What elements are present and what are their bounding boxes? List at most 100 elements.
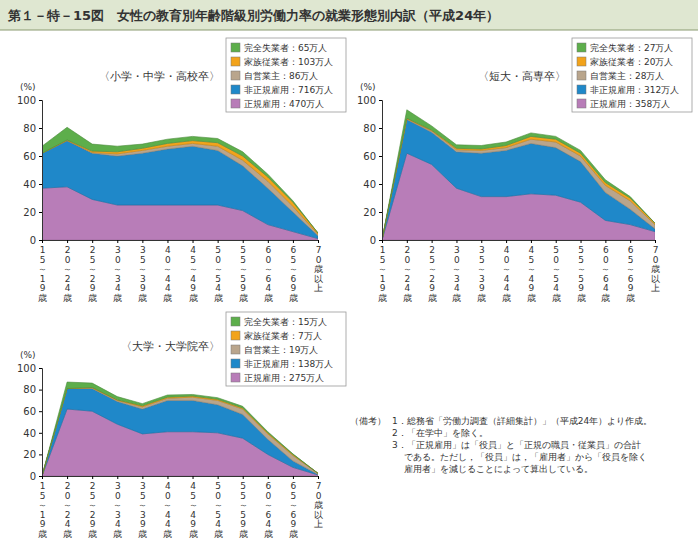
legend: 完全失業者：27万人家族従業者：20万人自営業主：28万人非正規雇用：312万人… — [572, 38, 692, 112]
tick-label: 65～69歳 — [289, 245, 298, 303]
tick: 50～54歳 — [214, 240, 223, 303]
axis-title: (%) — [20, 350, 36, 360]
tick: 80 — [363, 123, 382, 134]
legend-box — [226, 38, 346, 112]
tick: 15～19歳 — [38, 476, 47, 539]
tick-mark — [318, 240, 319, 243]
tick-mark — [67, 476, 68, 479]
tick-label: 45～49歳 — [189, 481, 198, 539]
tick-mark — [379, 128, 382, 129]
note-line: 2．「在学中」を除く。 — [392, 428, 488, 438]
tick-label: 50～54歳 — [214, 481, 223, 539]
legend-label: 自営業主：19万人 — [244, 345, 318, 355]
tick-mark — [117, 240, 118, 243]
tick-mark — [142, 240, 143, 243]
tick: 20～24歳 — [63, 240, 72, 303]
legend-label: 自営業主：86万人 — [244, 71, 318, 81]
tick-label: 60～64歳 — [264, 245, 273, 303]
y-axis: 020406080100 — [357, 95, 383, 246]
tick-label: 80 — [363, 123, 376, 134]
tick-label: 45～49歳 — [527, 245, 536, 303]
legend-label: 非正規雇用：138万人 — [244, 359, 333, 369]
legend-swatch — [231, 317, 240, 326]
tick-label: 0 — [30, 471, 36, 482]
legend-label: 家族従業者：7万人 — [244, 331, 322, 341]
tick: 20 — [23, 449, 42, 460]
tick: 60 — [363, 151, 382, 162]
plot-area — [42, 127, 318, 240]
tick-label: 25～29歳 — [88, 245, 97, 303]
legend-label: 完全失業者：65万人 — [244, 43, 327, 53]
tick: 35～39歳 — [138, 240, 147, 303]
tick-label: 60 — [363, 151, 376, 162]
figure: 第１－特－15図 女性の教育別年齢階級別労働力率の就業形態別内訳（平成24年）0… — [0, 0, 698, 547]
tick-mark — [42, 240, 43, 243]
axis-title: (%) — [360, 82, 376, 92]
tick-label: 0 — [30, 235, 36, 246]
tick: 30～34歳 — [452, 240, 461, 303]
note-line: である。ただし，「役員」は，「雇用者」から「役員を除く — [404, 452, 647, 462]
legend-swatch — [577, 71, 586, 80]
tick-label: 20 — [23, 207, 36, 218]
tick-mark — [92, 476, 93, 479]
legend-swatch — [231, 99, 240, 108]
tick: 65～69歳 — [289, 476, 298, 539]
tick-mark — [506, 240, 507, 243]
tick: 40 — [23, 179, 42, 190]
tick: 30～34歳 — [113, 476, 122, 539]
tick-label: 40～44歳 — [163, 245, 172, 303]
tick-mark — [193, 240, 194, 243]
note-line: 1．総務省「労働力調査（詳細集計）」（平成24年）より作成。 — [392, 416, 652, 426]
axis-line — [379, 101, 383, 241]
tick-mark — [379, 240, 382, 241]
legend-swatch — [231, 57, 240, 66]
legend-swatch — [577, 85, 586, 94]
tick-label: 55～59歳 — [577, 245, 586, 303]
area — [42, 141, 318, 239]
axis-line — [39, 369, 43, 477]
tick: 100 — [17, 95, 42, 106]
tick-mark — [318, 476, 319, 479]
tick-label: 65～69歳 — [289, 481, 298, 539]
tick-label: 40 — [23, 428, 36, 439]
tick: 60～64歳 — [264, 240, 273, 303]
tick-mark — [630, 240, 631, 243]
tick-label: 40～44歳 — [502, 245, 511, 303]
legend-swatch — [231, 373, 240, 382]
tick-mark — [42, 476, 43, 479]
tick: 70歳以上 — [651, 240, 660, 293]
tick-label: 30～34歳 — [113, 245, 122, 303]
legend-label: 正規雇用：470万人 — [244, 99, 324, 109]
tick: 15～19歳 — [38, 240, 47, 303]
header-rule — [0, 30, 698, 31]
x-axis: 15～19歳20～24歳25～29歳30～34歳35～39歳40～44歳45～4… — [38, 240, 323, 303]
tick-label: 55～59歳 — [239, 245, 248, 303]
tick: 55～59歳 — [577, 240, 586, 303]
plot-area — [42, 382, 318, 476]
tick-label: 20～24歳 — [403, 245, 412, 303]
tick-mark — [39, 212, 42, 213]
tick-mark — [379, 156, 382, 157]
tick-label: 60～64歳 — [601, 245, 610, 303]
tick-label: 80 — [23, 123, 36, 134]
notes-label: （備考） — [350, 416, 386, 426]
tick-mark — [379, 212, 382, 213]
plot-area — [382, 110, 655, 240]
axis-line — [39, 101, 43, 241]
tick-mark — [39, 476, 42, 477]
area — [42, 382, 318, 476]
tick-mark — [432, 240, 433, 243]
tick-label: 15～19歳 — [38, 481, 47, 539]
tick-mark — [167, 240, 168, 243]
y-axis: 020406080100 — [17, 95, 43, 246]
tick: 25～29歳 — [88, 476, 97, 539]
tick: 40～44歳 — [502, 240, 511, 303]
tick-mark — [379, 100, 382, 101]
tick-label: 35～39歳 — [138, 245, 147, 303]
note-line: 3．「正規雇用」は「役員」と「正規の職員・従業員」の合計 — [392, 440, 641, 450]
tick-mark — [379, 184, 382, 185]
tick-mark — [167, 476, 168, 479]
tick: 65～69歳 — [626, 240, 635, 303]
tick-mark — [39, 128, 42, 129]
tick: 45～49歳 — [527, 240, 536, 303]
